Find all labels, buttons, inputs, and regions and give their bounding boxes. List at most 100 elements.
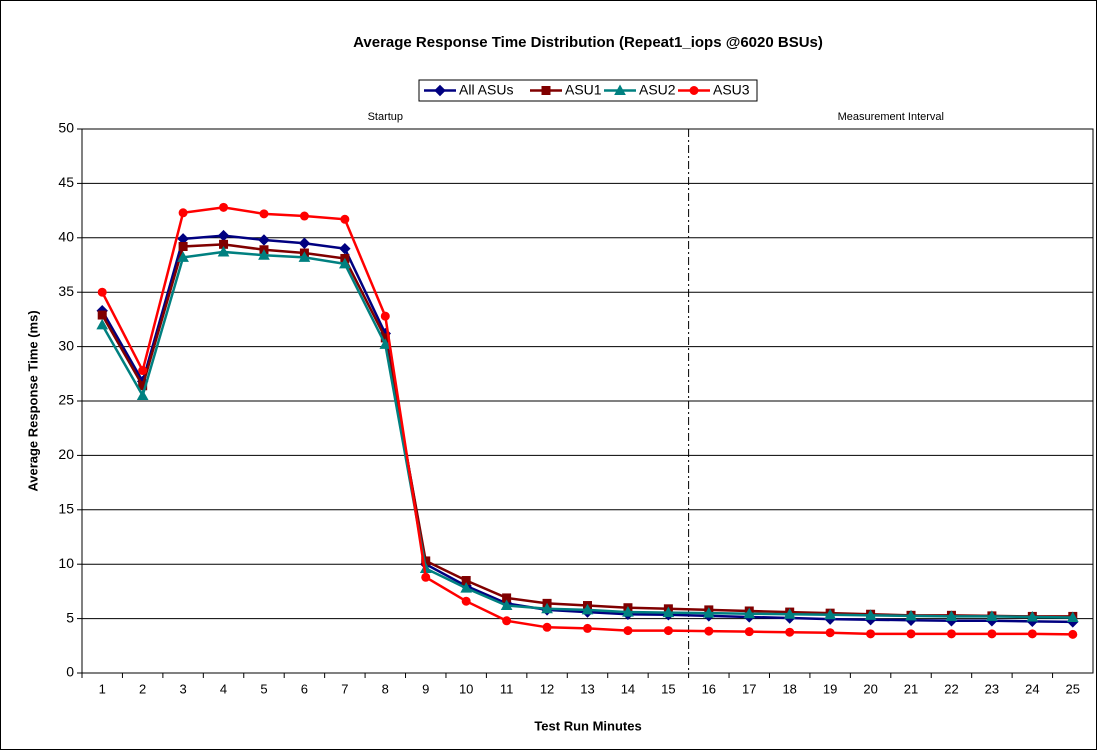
- legend-label: ASU1: [565, 82, 602, 98]
- marker: [1068, 629, 1078, 639]
- x-tick-label: 5: [260, 681, 267, 696]
- x-tick-label: 19: [823, 681, 837, 696]
- marker: [259, 209, 269, 219]
- marker: [421, 572, 431, 582]
- legend-label: ASU2: [639, 82, 676, 98]
- marker: [258, 249, 270, 260]
- marker: [1066, 611, 1079, 623]
- x-tick-label: 12: [540, 681, 554, 696]
- marker: [783, 608, 796, 619]
- x-tick-label: 14: [621, 681, 635, 696]
- x-tick-label: 18: [782, 681, 796, 696]
- marker: [178, 242, 188, 252]
- x-tick-label: 6: [301, 681, 308, 696]
- x-tick-label: 17: [742, 681, 756, 696]
- marker: [986, 610, 998, 621]
- marker: [906, 629, 916, 639]
- marker: [583, 623, 592, 633]
- y-tick-label: 35: [58, 283, 74, 299]
- marker: [461, 596, 471, 606]
- marker: [339, 257, 351, 269]
- marker: [581, 603, 594, 615]
- x-tick-label: 4: [220, 681, 227, 696]
- x-tick-label: 10: [459, 681, 473, 696]
- marker: [945, 610, 958, 621]
- marker: [614, 84, 626, 95]
- marker: [987, 629, 997, 639]
- marker: [825, 628, 835, 638]
- x-tick-label: 2: [139, 681, 146, 696]
- marker: [97, 310, 107, 320]
- marker: [298, 251, 311, 262]
- x-axis-label: Test Run Minutes: [534, 718, 641, 733]
- y-tick-label: 20: [58, 446, 74, 462]
- y-tick-label: 10: [58, 555, 74, 571]
- annotation: Startup: [368, 111, 403, 123]
- marker: [258, 234, 270, 246]
- marker: [217, 245, 230, 257]
- marker: [299, 211, 309, 221]
- x-tick-label: 8: [382, 681, 389, 696]
- marker: [97, 287, 107, 297]
- x-tick-label: 9: [422, 681, 429, 696]
- marker: [946, 629, 956, 639]
- marker: [704, 626, 714, 636]
- marker: [1027, 629, 1037, 639]
- x-tick-label: 15: [661, 681, 675, 696]
- marker: [380, 311, 390, 321]
- marker: [219, 202, 229, 212]
- x-tick-label: 7: [341, 681, 348, 696]
- y-tick-label: 25: [58, 392, 74, 408]
- marker: [340, 214, 350, 224]
- marker: [541, 602, 553, 614]
- marker: [177, 251, 189, 262]
- x-tick-label: 25: [1066, 681, 1080, 696]
- marker: [460, 582, 473, 593]
- x-tick-label: 21: [904, 681, 918, 696]
- x-tick-label: 3: [179, 681, 186, 696]
- legend-box: [418, 79, 758, 102]
- marker: [379, 338, 392, 349]
- marker: [785, 627, 795, 637]
- marker: [502, 616, 512, 626]
- marker: [866, 629, 876, 639]
- marker: [864, 609, 877, 620]
- x-tick-label: 13: [580, 681, 594, 696]
- marker: [542, 622, 552, 632]
- marker: [298, 237, 311, 249]
- y-tick-label: 50: [58, 120, 74, 136]
- marker: [663, 626, 673, 636]
- marker: [434, 84, 446, 97]
- marker: [96, 318, 109, 330]
- y-tick-label: 40: [58, 229, 74, 245]
- marker: [743, 607, 756, 619]
- x-tick-label: 11: [500, 681, 514, 696]
- x-tick-label: 20: [863, 681, 877, 696]
- y-tick-label: 0: [66, 664, 74, 680]
- x-tick-label: 16: [702, 681, 716, 696]
- marker: [824, 608, 836, 620]
- annotation: Measurement Interval: [838, 111, 944, 123]
- legend: All ASUs ASU1 ASU2 ASU3: [418, 79, 758, 102]
- marker: [138, 366, 148, 376]
- x-tick-label: 22: [944, 681, 958, 696]
- marker: [702, 607, 715, 618]
- chart-title: Average Response Time Distribution (Repe…: [353, 34, 823, 51]
- x-tick-label: 23: [985, 681, 999, 696]
- legend-label: ASU3: [713, 82, 750, 98]
- y-axis-label: Average Response Time (ms): [25, 310, 40, 491]
- marker: [178, 208, 188, 218]
- marker: [622, 606, 634, 617]
- y-tick-label: 30: [58, 337, 74, 353]
- marker: [662, 606, 675, 618]
- x-tick-label: 1: [99, 681, 106, 696]
- marker: [689, 86, 699, 95]
- marker: [339, 242, 351, 255]
- marker: [623, 626, 633, 636]
- marker: [541, 86, 551, 95]
- marker: [1026, 610, 1039, 622]
- marker: [500, 599, 513, 611]
- marker: [905, 609, 917, 621]
- y-tick-label: 15: [58, 501, 74, 517]
